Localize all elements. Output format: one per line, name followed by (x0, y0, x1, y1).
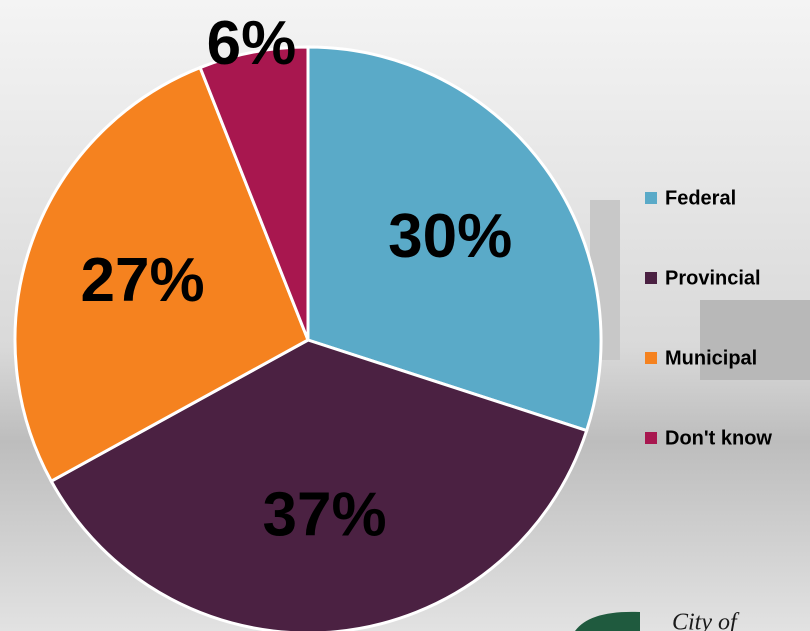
pie-slice (49, 338, 589, 631)
legend-swatch (645, 352, 657, 364)
legend-swatch (645, 432, 657, 444)
legend-swatch (645, 272, 657, 284)
pie-slice (13, 65, 310, 484)
legend-label: Don't know (665, 427, 772, 449)
legend-label: Municipal (665, 347, 757, 369)
legend-swatch (645, 192, 657, 204)
value-label: 37% (262, 480, 386, 549)
legend-label: Provincial (665, 267, 761, 289)
value-label: 6% (207, 9, 297, 78)
pie-slice (198, 45, 310, 341)
legend-label: Federal (665, 187, 736, 209)
logo-text: City of (672, 610, 740, 631)
value-label: 30% (388, 202, 512, 271)
logo-mark (575, 611, 640, 631)
value-label: 27% (81, 246, 205, 315)
skyline (700, 300, 810, 380)
pie-slice (306, 45, 603, 433)
